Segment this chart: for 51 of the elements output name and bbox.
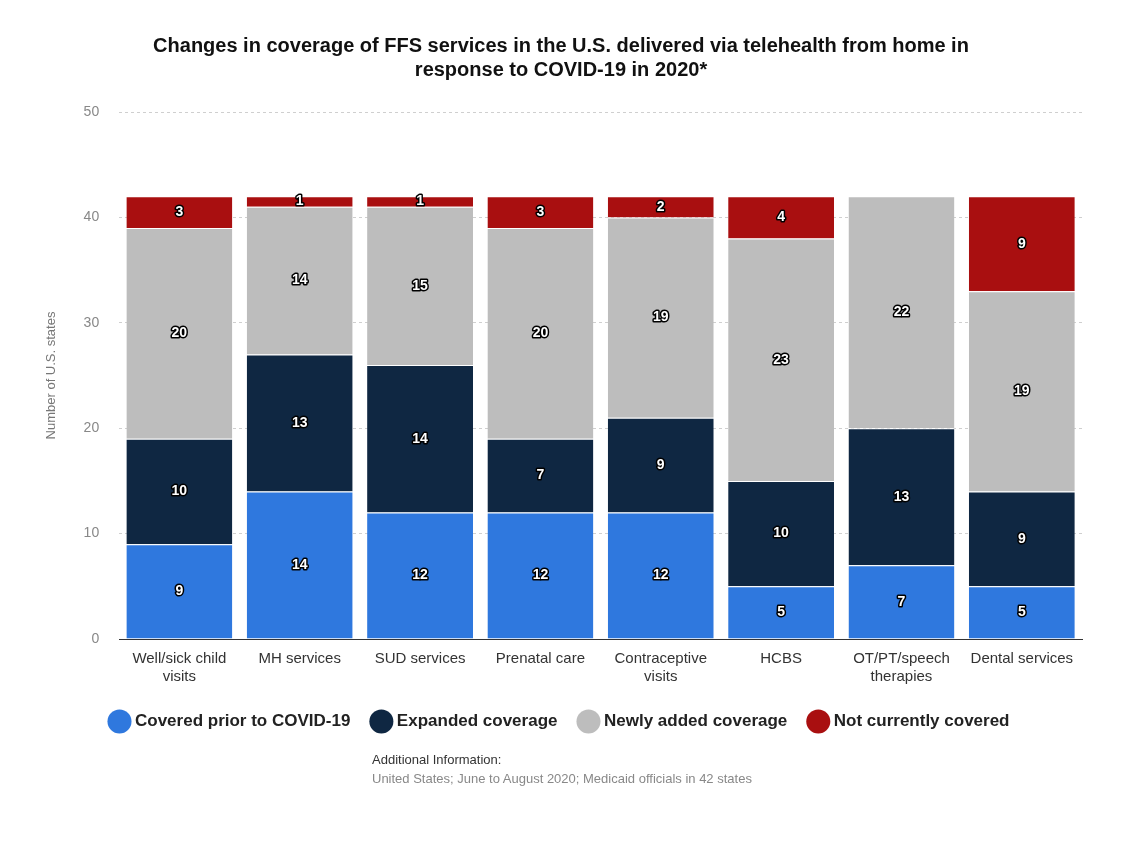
data-label: 13 bbox=[291, 413, 308, 430]
legend-label: Newly added coverage bbox=[603, 711, 788, 731]
x-tick-label: OT/PT/speech therapies bbox=[853, 649, 950, 685]
x-tick-label: Dental services bbox=[970, 649, 1074, 667]
data-label: 4 bbox=[777, 208, 786, 225]
data-label: 12 bbox=[652, 566, 669, 583]
legend-label: Expanded coverage bbox=[396, 711, 558, 731]
y-tick-label: 30 bbox=[83, 313, 100, 330]
data-label: 12 bbox=[532, 566, 549, 583]
data-label: 13 bbox=[893, 487, 910, 504]
data-label: 23 bbox=[773, 350, 790, 367]
data-label: 12 bbox=[412, 566, 429, 583]
text: Additional Information: bbox=[372, 752, 503, 767]
data-label: 3 bbox=[536, 202, 545, 219]
data-label: 7 bbox=[536, 466, 545, 483]
data-label: 14 bbox=[291, 271, 308, 288]
data-label: 19 bbox=[1014, 382, 1030, 399]
data-label: 5 bbox=[1017, 603, 1026, 620]
data-label: 9 bbox=[175, 582, 184, 599]
data-label: 5 bbox=[777, 603, 786, 620]
data-label: 14 bbox=[291, 555, 308, 572]
data-label: 22 bbox=[893, 303, 910, 320]
x-tick-label: SUD services bbox=[374, 649, 466, 667]
data-label: 19 bbox=[652, 308, 669, 325]
y-tick-label: 20 bbox=[83, 419, 100, 436]
y-tick-label: 50 bbox=[83, 102, 100, 119]
y-tick-label: 10 bbox=[83, 524, 100, 541]
data-label: 10 bbox=[171, 482, 188, 499]
data-label: 2 bbox=[656, 197, 665, 214]
data-label: 20 bbox=[532, 324, 549, 341]
data-label: 20 bbox=[171, 324, 188, 341]
x-tick-label: HCBS bbox=[760, 649, 802, 667]
x-tick-label: Well/sick child visits bbox=[132, 649, 227, 685]
data-label: 3 bbox=[175, 202, 184, 219]
data-label: 10 bbox=[773, 524, 790, 541]
y-tick-label: 0 bbox=[91, 629, 100, 646]
text: United States; June to August 2020; Medicaid officials in 42 states bbox=[372, 771, 752, 786]
y-axis-title: Number of U.S. states bbox=[43, 311, 59, 440]
data-label: 9 bbox=[656, 455, 665, 472]
x-tick-label: MH services bbox=[258, 649, 341, 667]
y-tick-label: 40 bbox=[83, 208, 100, 225]
legend-label: Not currently covered bbox=[833, 711, 1010, 731]
data-label: 15 bbox=[412, 276, 429, 293]
data-label: 14 bbox=[412, 429, 429, 446]
legend-label: Covered prior to COVID-19 bbox=[135, 711, 351, 731]
chart-title: Changes in coverage of FFS services in the U.S. delivered via telehealth from home in response to COVID-19 in 2020* bbox=[153, 33, 969, 80]
x-tick-label: Prenatal care bbox=[495, 649, 586, 667]
x-tick-label: Contraceptive visits bbox=[614, 649, 708, 685]
data-label: 7 bbox=[897, 592, 906, 609]
data-label: 9 bbox=[1017, 234, 1026, 251]
data-label: 9 bbox=[1017, 529, 1026, 546]
